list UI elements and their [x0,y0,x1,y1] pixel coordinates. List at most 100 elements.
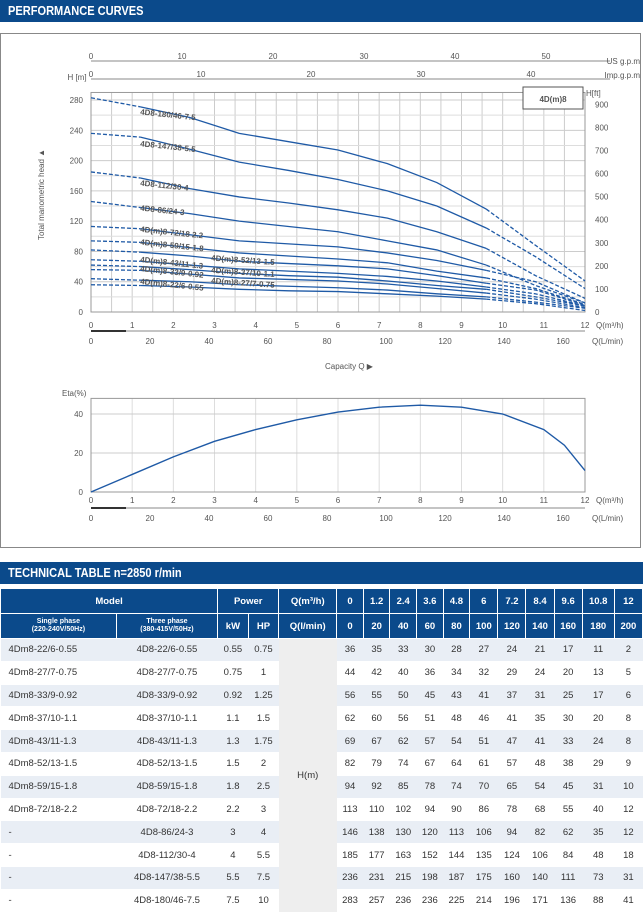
head-value: 94 [336,775,364,799]
curve-dashed-start [90,225,141,230]
power-kw: 3 [217,820,249,845]
eta-x-tick: 8 [418,496,423,505]
head-value: 13 [582,661,615,685]
ft-tick: 100 [595,285,609,294]
q-m3h-value: 9.6 [553,588,583,614]
q-m3h-value: 4.8 [442,588,471,614]
ft-tick: 700 [595,146,609,155]
power-kw: 0.55 [217,638,249,662]
table-row: -4D8-112/30-4 4 5.5 185 177 163 152 144 135 124 10… [0,843,643,867]
eta-lmin-tick: 120 [438,514,452,523]
head-value: 51 [416,706,444,731]
head-value: 56 [389,706,417,731]
q-lmin-value: 40 [389,613,418,639]
curve-dashed-start [90,284,141,287]
x-tick: 3 [212,321,217,330]
head-value: 124 [497,843,526,867]
table-row: 4Dm8-27/7-0.75 4D8-27/7-0.75 0.75 1 44 42 40 36… [0,661,643,685]
us-gpm-unit: US g.p.m [607,57,641,66]
y-axis-title: Total manometric head ▲ [37,149,46,240]
curve-dashed-end [485,227,586,290]
chart-panel [0,33,641,548]
curve-label: 4D(m)8-52/13-1.5 [211,254,276,267]
head-value: 110 [363,798,390,822]
table-row: 4Dm8-52/13-1.5 4D8-52/13-1.5 1.5 2 82 79 74 67 6… [0,752,643,776]
head-value: 90 [443,798,470,822]
us-gpm-tick: 10 [178,52,187,61]
curve-4D8-112/30-4 [140,177,487,250]
head-value: 57 [416,729,444,753]
eta-x-tick: 0 [89,496,94,505]
x-tick: 4 [253,321,258,330]
y-tick: 80 [74,247,83,256]
y-tick: 240 [70,126,84,135]
head-value: 79 [363,752,390,776]
imp-gpm-unit: Imp.g.p.m [604,71,640,80]
curve-dashed-start [90,264,141,268]
eta-lmin-unit: Q(L/min) [592,514,623,523]
power-hp: 7.5 [248,866,279,890]
eta-x-tick: 5 [295,496,300,505]
head-value: 40 [582,798,615,822]
single-phase-model: 4Dm8-22/6-0.55 [0,638,117,662]
head-value: 31 [582,775,615,799]
curve-label: 4D(m)8-27/7-0.75 [211,276,276,289]
head-value: 106 [525,843,555,867]
x-tick: 9 [459,321,464,330]
single-phase-model: 4Dm8-37/10-1.1 [0,706,117,731]
x-tick: 10 [498,321,507,330]
head-value: 175 [469,866,498,890]
curve-4D(m)8-52/13-1.5 [140,251,487,284]
lmin-tick: 120 [438,337,452,346]
head-value: 12 [614,798,643,822]
head-value: 47 [497,729,526,753]
three-phase-model: 4D8-112/30-4 [116,843,218,867]
ft-tick: 600 [595,170,609,179]
imp-gpm-tick: 30 [417,70,426,79]
eta-lmin-tick: 40 [205,514,214,523]
curve-dashed-end [486,282,586,306]
head-value: 113 [336,798,364,822]
model-badge-text: 4D(m)8 [539,95,567,104]
single-phase-model: 4Dm8-52/13-1.5 [0,752,117,776]
curve-dashed-start [90,97,141,108]
eta-y-tick: 40 [74,410,83,419]
head-value: 31 [614,866,643,890]
single-phase-header: Single phase (220-240V/50Hz) [0,613,117,639]
single-phase-model: - [0,889,117,913]
eta-x-tick: 3 [212,496,217,505]
head-value: 60 [363,706,390,731]
head-value: 82 [525,820,555,845]
subheader-row: Single phase (220-240V/50Hz) Three phase … [0,613,643,639]
eta-x-tick: 7 [377,496,382,505]
head-value: 43 [443,684,470,708]
head-value: 70 [469,775,498,799]
three-phase-model: 4D8-59/15-1.8 [116,775,218,799]
head-value: 28 [443,638,470,662]
head-value: 177 [363,843,390,867]
head-value: 106 [469,820,498,845]
head-value: 31 [525,684,555,708]
head-value: 187 [443,866,470,890]
head-value: 111 [554,866,583,890]
lmin-unit: Q(L/min) [592,337,623,346]
head-value: 283 [336,889,364,913]
q-lmin-value: 80 [442,613,471,639]
head-value: 27 [469,638,498,662]
power-kw: 7.5 [217,889,249,913]
ft-tick: 200 [595,262,609,271]
head-value: 74 [443,775,470,799]
imp-gpm-tick: 40 [527,70,536,79]
table-row: 4Dm8-43/11-1.3 4D8-43/11-1.3 1.3 1.75 69 67 62… [0,729,643,753]
head-value: 55 [363,684,390,708]
head-value: 144 [443,843,470,867]
head-value: 29 [497,661,526,685]
q-lmin-value: 60 [416,613,444,639]
q-lmin-value: 200 [613,613,643,639]
head-value: 73 [582,866,615,890]
ft-tick: 800 [595,123,609,132]
power-hp: 2 [248,752,279,776]
curve-dashed-start [90,249,141,253]
three-phase-model: 4D8-52/13-1.5 [116,752,218,776]
us-gpm-tick: 20 [269,52,278,61]
